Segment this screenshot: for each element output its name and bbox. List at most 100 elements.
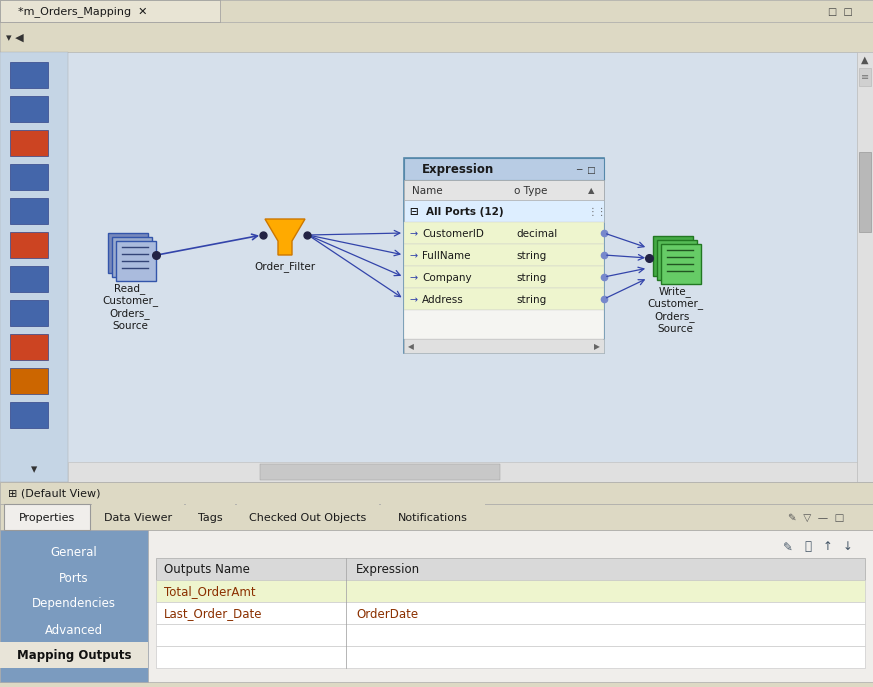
Text: string: string — [516, 251, 546, 261]
Text: Ports: Ports — [59, 572, 89, 585]
Text: Order_Filter: Order_Filter — [254, 261, 315, 272]
Polygon shape — [265, 219, 305, 255]
Bar — [653, 236, 693, 276]
Bar — [0, 482, 873, 504]
Text: ≡: ≡ — [861, 72, 869, 82]
Bar — [859, 68, 871, 86]
Text: Read_
Customer_
Orders_
Source: Read_ Customer_ Orders_ Source — [102, 283, 158, 330]
Bar — [116, 241, 156, 281]
Text: decimal: decimal — [516, 229, 557, 239]
Bar — [404, 200, 604, 222]
Bar — [857, 52, 873, 482]
Text: ▾: ▾ — [31, 464, 38, 477]
Text: ─  □: ─ □ — [576, 166, 595, 174]
Text: Properties: Properties — [19, 513, 75, 523]
Bar — [0, 504, 873, 530]
Text: Expression: Expression — [356, 563, 420, 576]
Bar — [404, 222, 604, 244]
Bar — [0, 52, 68, 482]
Bar — [404, 310, 604, 339]
Bar — [0, 0, 873, 22]
Bar — [10, 402, 48, 428]
Bar — [108, 233, 148, 273]
Bar — [156, 558, 865, 580]
Bar — [112, 237, 152, 277]
Bar — [404, 180, 604, 200]
Bar — [10, 198, 48, 224]
Text: Mapping Outputs: Mapping Outputs — [17, 649, 131, 662]
Bar — [68, 462, 857, 482]
Text: Tags: Tags — [198, 513, 223, 523]
Text: 🗑: 🗑 — [805, 541, 812, 554]
Bar — [260, 464, 500, 480]
Bar — [657, 240, 697, 280]
Text: ⊞ (Default View): ⊞ (Default View) — [8, 489, 100, 499]
Bar — [10, 130, 48, 156]
Bar — [0, 0, 220, 22]
Bar — [10, 266, 48, 292]
Text: →: → — [410, 273, 418, 283]
Bar — [0, 530, 873, 682]
Text: ◀: ◀ — [408, 343, 414, 352]
Text: ▲: ▲ — [588, 186, 594, 196]
Text: OrderDate: OrderDate — [356, 607, 418, 620]
Bar — [10, 300, 48, 326]
Text: ⋮⋮: ⋮⋮ — [588, 207, 608, 217]
Bar — [0, 52, 873, 482]
Bar — [404, 266, 604, 288]
Bar — [404, 288, 604, 310]
Text: ▲: ▲ — [862, 55, 869, 65]
Text: ▶: ▶ — [595, 343, 600, 352]
Text: ↓: ↓ — [843, 541, 853, 554]
Text: Checked Out Objects: Checked Out Objects — [250, 513, 367, 523]
Text: ▾ ◀: ▾ ◀ — [6, 33, 24, 43]
Bar — [4, 504, 90, 530]
Bar — [10, 62, 48, 88]
Text: string: string — [516, 273, 546, 283]
Bar — [404, 244, 604, 266]
Text: →: → — [410, 251, 418, 261]
Text: CustomerID: CustomerID — [422, 229, 484, 239]
Text: Dependencies: Dependencies — [32, 598, 116, 611]
Text: Outputs Name: Outputs Name — [164, 563, 250, 576]
Text: Address: Address — [422, 295, 464, 305]
Bar — [10, 232, 48, 258]
Text: Advanced: Advanced — [45, 624, 103, 636]
Bar — [237, 504, 379, 530]
Bar — [404, 339, 604, 353]
Bar — [186, 504, 235, 530]
Text: Total_OrderAmt: Total_OrderAmt — [164, 585, 256, 598]
Text: Data Viewer: Data Viewer — [104, 513, 172, 523]
Bar — [10, 334, 48, 360]
Text: *m_Orders_Mapping  ✕: *m_Orders_Mapping ✕ — [18, 7, 148, 17]
Text: →: → — [410, 295, 418, 305]
Bar — [381, 504, 485, 530]
Bar — [10, 164, 48, 190]
Text: □  □: □ □ — [828, 7, 853, 17]
Text: →: → — [410, 229, 418, 239]
Text: ↑: ↑ — [823, 541, 833, 554]
Bar — [156, 602, 865, 624]
Text: Last_Order_Date: Last_Order_Date — [164, 607, 263, 620]
Text: Expression: Expression — [422, 164, 494, 177]
Bar — [0, 22, 873, 52]
Bar — [404, 158, 604, 353]
Bar — [0, 642, 148, 668]
Text: Notifications: Notifications — [398, 513, 468, 523]
Bar — [156, 624, 865, 646]
Text: ⊟  All Ports (12): ⊟ All Ports (12) — [410, 207, 504, 217]
Bar — [156, 580, 865, 602]
Text: FullName: FullName — [422, 251, 471, 261]
Bar — [92, 504, 184, 530]
Text: Company: Company — [422, 273, 471, 283]
Text: string: string — [516, 295, 546, 305]
Text: Name: Name — [412, 186, 443, 196]
Bar — [404, 158, 604, 180]
Bar — [0, 530, 148, 682]
Text: ✎: ✎ — [783, 541, 793, 554]
Bar — [661, 244, 701, 284]
Text: ✎  ▽  —  □: ✎ ▽ — □ — [788, 513, 844, 523]
Text: o Type: o Type — [514, 186, 547, 196]
Bar — [859, 152, 871, 232]
Text: Write_
Customer_
Orders_
Source: Write_ Customer_ Orders_ Source — [647, 286, 703, 333]
